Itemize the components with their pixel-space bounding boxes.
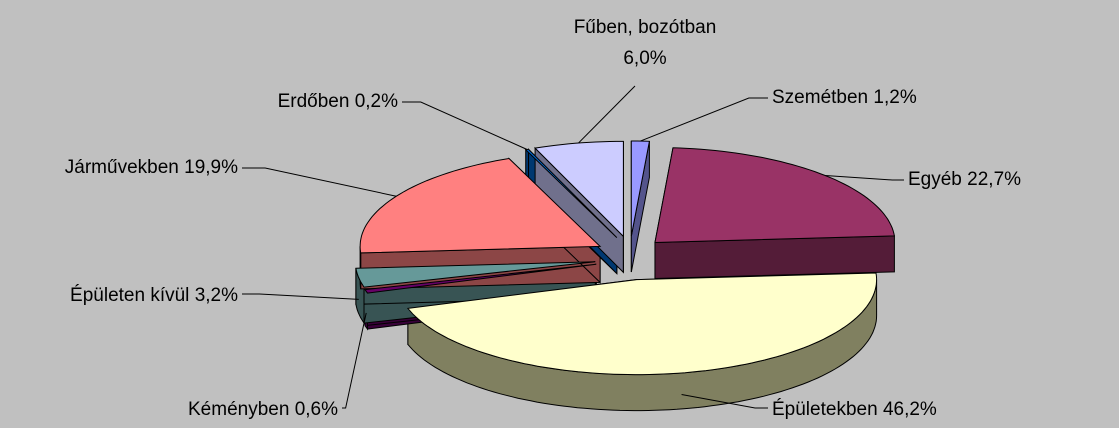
- category-label: Erdőben: [278, 91, 350, 112]
- slice: [524, 148, 618, 238]
- leader-line: [342, 312, 367, 409]
- data-label: Épületen kívül 3,2%: [70, 285, 238, 306]
- category-label: Járművekben: [65, 157, 179, 178]
- leader-line: [578, 85, 636, 144]
- leader-line: [640, 97, 768, 142]
- category-label: Kéményben: [188, 399, 289, 420]
- value-label: 6,0%: [623, 48, 666, 69]
- leader-line: [242, 167, 397, 197]
- leader-line: [242, 293, 359, 300]
- slice-side: [654, 235, 895, 280]
- value-label: 22,7%: [967, 169, 1021, 190]
- value-label: 0,2%: [355, 91, 398, 112]
- data-label: Fűben, bozótban 6,0%: [574, 17, 717, 69]
- data-label: Épületekben 46,2%: [772, 399, 937, 420]
- data-label: Kéményben 0,6%: [188, 399, 338, 420]
- value-label: 19,9%: [184, 157, 238, 178]
- leader-line: [402, 101, 528, 150]
- slice: [359, 157, 602, 254]
- value-label: 0,6%: [295, 399, 338, 420]
- value-label: 46,2%: [883, 399, 937, 420]
- slice: [406, 272, 878, 376]
- slice: [364, 263, 597, 294]
- category-label: Egyéb: [908, 169, 962, 190]
- data-label: Egyéb 22,7%: [908, 169, 1021, 190]
- slice: [654, 147, 896, 244]
- category-label: Épületekben: [772, 399, 878, 420]
- leader-line: [825, 175, 904, 181]
- data-label: Szemétben 1,2%: [772, 87, 917, 108]
- value-label: 1,2%: [873, 87, 916, 108]
- category-label: Fűben, bozótban: [574, 17, 717, 38]
- leader-line: [681, 394, 768, 409]
- slice: [355, 261, 596, 288]
- value-label: 3,2%: [195, 285, 238, 306]
- data-label: Járművekben 19,9%: [65, 157, 238, 178]
- category-label: Épületen kívül: [70, 285, 189, 306]
- category-label: Szemétben: [772, 87, 868, 108]
- data-label: Erdőben 0,2%: [278, 91, 399, 112]
